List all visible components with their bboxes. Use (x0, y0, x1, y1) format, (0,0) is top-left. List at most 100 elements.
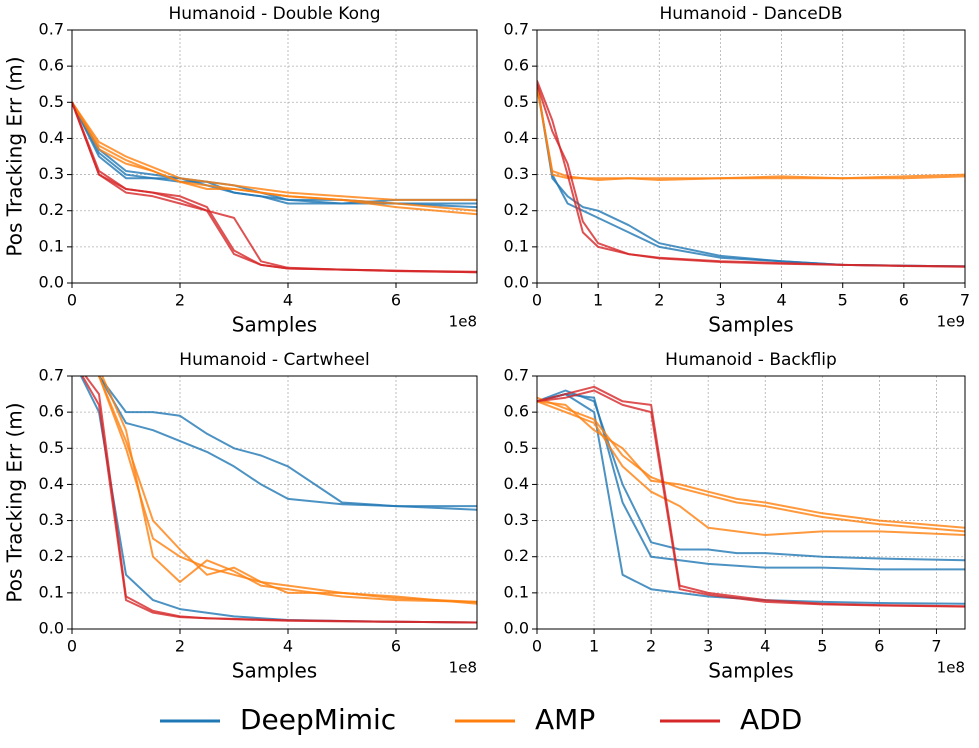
x-offset-label: 1e8 (449, 313, 477, 331)
run-line (81, 376, 477, 624)
y-tick-label: 0.1 (39, 582, 64, 601)
run-line (537, 87, 965, 181)
axes-frame (71, 29, 478, 284)
x-tick-label: 5 (838, 291, 848, 310)
run-line (72, 101, 477, 205)
y-tick-label: 0.5 (39, 438, 64, 457)
y-tick-label: 0.7 (39, 20, 64, 39)
y-tick-label: 0.6 (39, 56, 64, 75)
y-tick-label: 0.2 (504, 546, 529, 565)
y-tick-label: 0.1 (39, 236, 64, 255)
y-tick-label: 0.7 (504, 366, 529, 385)
subplot-title: Humanoid - Backflip (665, 350, 837, 370)
x-tick-label: 4 (760, 637, 770, 656)
run-line (537, 396, 965, 533)
y-tick-label: 0.4 (39, 474, 64, 493)
x-tick-label: 3 (703, 637, 713, 656)
x-tick-label: 4 (776, 291, 786, 310)
x-tick-label: 7 (931, 637, 941, 656)
run-line (97, 376, 477, 603)
y-tick-label: 0.0 (39, 273, 64, 292)
x-tick-label: 6 (391, 637, 401, 656)
x-tick-label: 2 (654, 291, 664, 310)
x-axis-label: Samples (708, 313, 793, 337)
subplot-title: Humanoid - Double Kong (168, 4, 380, 24)
x-axis-label: Samples (232, 659, 317, 683)
y-tick-label: 0.5 (39, 92, 64, 111)
y-tick-label: 0.1 (504, 236, 529, 255)
y-tick-label: 0.6 (39, 402, 64, 421)
run-line (537, 83, 965, 268)
x-axis-label: Samples (708, 659, 793, 683)
y-tick-label: 0.7 (39, 366, 64, 385)
x-tick-label: 6 (899, 291, 909, 310)
y-axis-label: Pos Tracking Err (m) (3, 56, 27, 256)
run-line (97, 376, 477, 508)
x-tick-label: 3 (715, 291, 725, 310)
run-line (72, 101, 477, 274)
x-tick-label: 1 (593, 291, 603, 310)
y-tick-label: 0.6 (504, 402, 529, 421)
y-tick-label: 0.1 (504, 582, 529, 601)
y-tick-label: 0.2 (504, 200, 529, 219)
x-offset-label: 1e9 (937, 313, 965, 331)
y-tick-label: 0.6 (504, 56, 529, 75)
run-line (537, 393, 965, 571)
axes-frame (536, 375, 966, 630)
y-tick-label: 0.4 (504, 474, 529, 493)
run-line (72, 101, 477, 216)
x-tick-label: 4 (283, 637, 293, 656)
y-tick-label: 0.0 (39, 619, 64, 638)
x-tick-label: 4 (283, 291, 293, 310)
y-tick-label: 0.3 (504, 164, 529, 183)
run-line (72, 101, 477, 273)
run-line (537, 385, 965, 608)
subplot-title: Humanoid - Cartwheel (179, 350, 369, 370)
x-offset-label: 1e8 (937, 659, 965, 677)
run-line (537, 389, 965, 562)
y-tick-label: 0.0 (504, 619, 529, 638)
x-tick-label: 0 (67, 291, 77, 310)
y-tick-label: 0.3 (504, 510, 529, 529)
x-tick-label: 0 (67, 637, 77, 656)
y-tick-label: 0.0 (504, 273, 529, 292)
x-tick-label: 2 (175, 637, 185, 656)
run-line (72, 101, 477, 201)
run-line (537, 84, 965, 268)
legend-label: DeepMimic (240, 703, 396, 736)
y-tick-label: 0.5 (504, 438, 529, 457)
run-line (537, 400, 965, 536)
y-tick-label: 0.4 (39, 128, 64, 147)
run-line (537, 80, 965, 268)
y-tick-label: 0.3 (39, 164, 64, 183)
y-tick-label: 0.4 (504, 128, 529, 147)
run-line (101, 376, 477, 603)
y-tick-label: 0.7 (504, 20, 529, 39)
x-axis-label: Samples (232, 313, 317, 337)
run-line (97, 376, 477, 605)
x-offset-label: 1e8 (449, 659, 477, 677)
run-line (537, 84, 965, 268)
x-tick-label: 5 (817, 637, 827, 656)
x-tick-label: 6 (391, 291, 401, 310)
y-tick-label: 0.2 (39, 200, 64, 219)
run-line (97, 376, 477, 511)
x-tick-label: 0 (532, 637, 542, 656)
x-tick-label: 7 (960, 291, 970, 310)
run-line (72, 101, 477, 205)
run-line (537, 84, 965, 180)
x-tick-label: 2 (175, 291, 185, 310)
x-tick-label: 1 (589, 637, 599, 656)
y-tick-label: 0.3 (39, 510, 64, 529)
legend-label: AMP (535, 703, 595, 736)
subplot-title: Humanoid - DanceDB (659, 4, 842, 24)
legend-label: ADD (740, 703, 802, 736)
run-line (537, 393, 965, 605)
y-tick-label: 0.5 (504, 92, 529, 111)
y-axis-label: Pos Tracking Err (m) (3, 402, 27, 602)
y-tick-label: 0.2 (39, 546, 64, 565)
x-tick-label: 0 (532, 291, 542, 310)
x-tick-label: 2 (646, 637, 656, 656)
axes-frame (536, 29, 966, 284)
